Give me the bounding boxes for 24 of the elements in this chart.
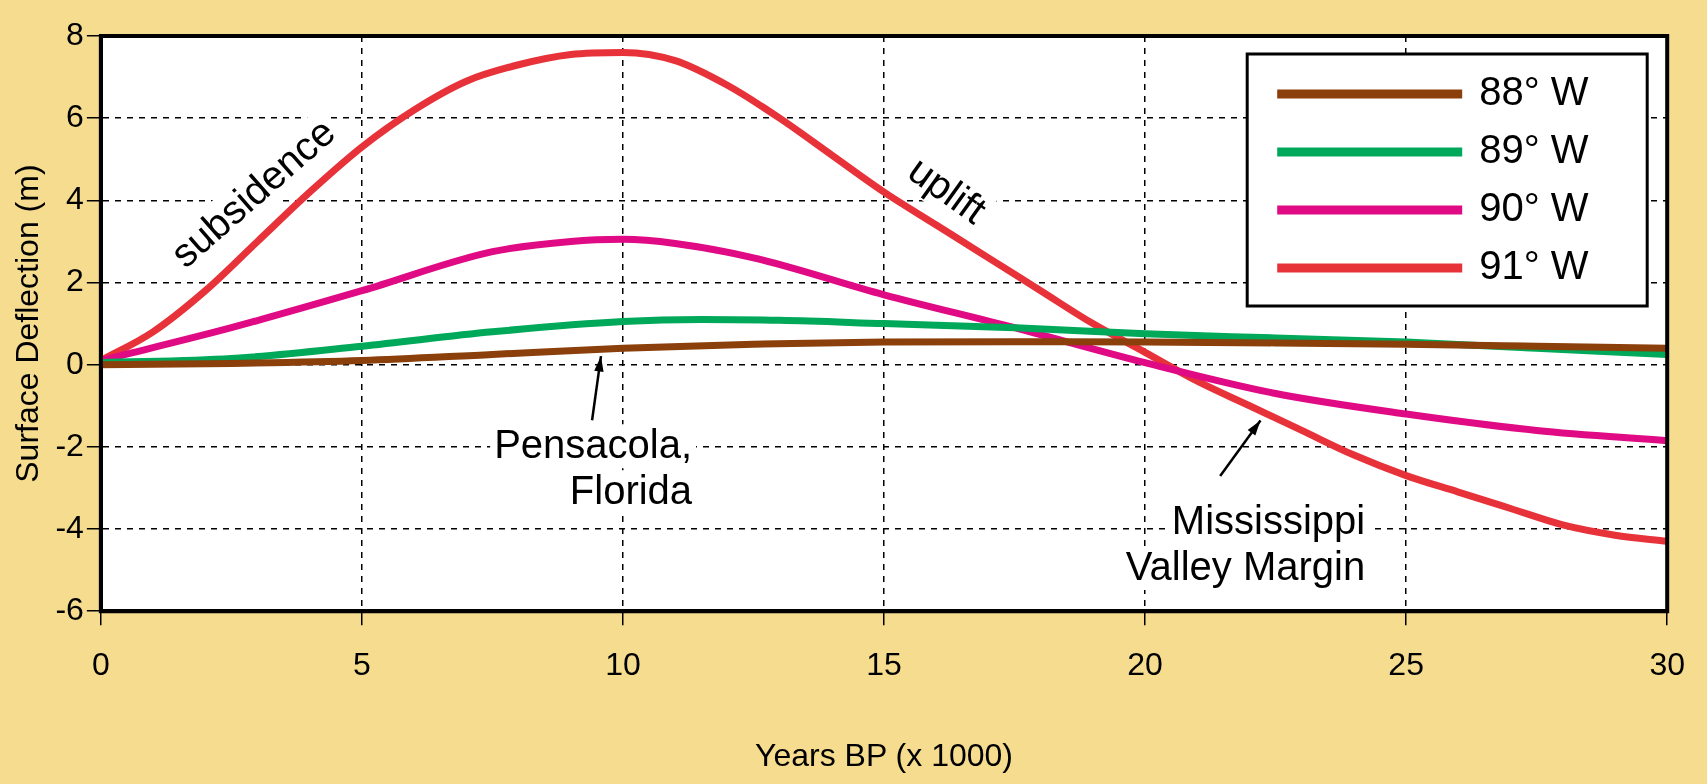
y-tick-label: 6: [66, 98, 84, 134]
legend-label: 91° W: [1479, 243, 1589, 288]
x-tick-label: 0: [91, 646, 110, 683]
y-axis-title: Surface Deflection (m): [9, 164, 46, 483]
y-tick-label: 8: [66, 15, 84, 52]
legend-label: 88° W: [1479, 69, 1589, 114]
y-tick-label: 4: [66, 180, 84, 217]
y-tick-label: -2: [55, 426, 84, 463]
y-tick-label: 2: [66, 262, 84, 299]
annotation: Mississippi Valley Margin: [1125, 497, 1366, 588]
x-tick-label: 15: [866, 646, 902, 683]
y-tick-label: -6: [55, 591, 84, 628]
y-tick-label: -4: [55, 508, 84, 545]
legend-label: 90° W: [1479, 185, 1589, 230]
x-tick-label: 25: [1388, 646, 1424, 683]
annotation: uplift: [900, 146, 996, 232]
legend-label: 89° W: [1479, 127, 1589, 172]
annotation: Pensacola, Florida: [494, 422, 693, 513]
x-axis-title: Years BP (x 1000): [755, 736, 1013, 773]
y-tick-label: 0: [66, 344, 84, 381]
x-tick-label: 5: [353, 646, 371, 683]
x-tick-label: 20: [1127, 646, 1163, 683]
x-tick-label: 30: [1649, 646, 1685, 683]
x-tick-label: 10: [605, 646, 641, 683]
